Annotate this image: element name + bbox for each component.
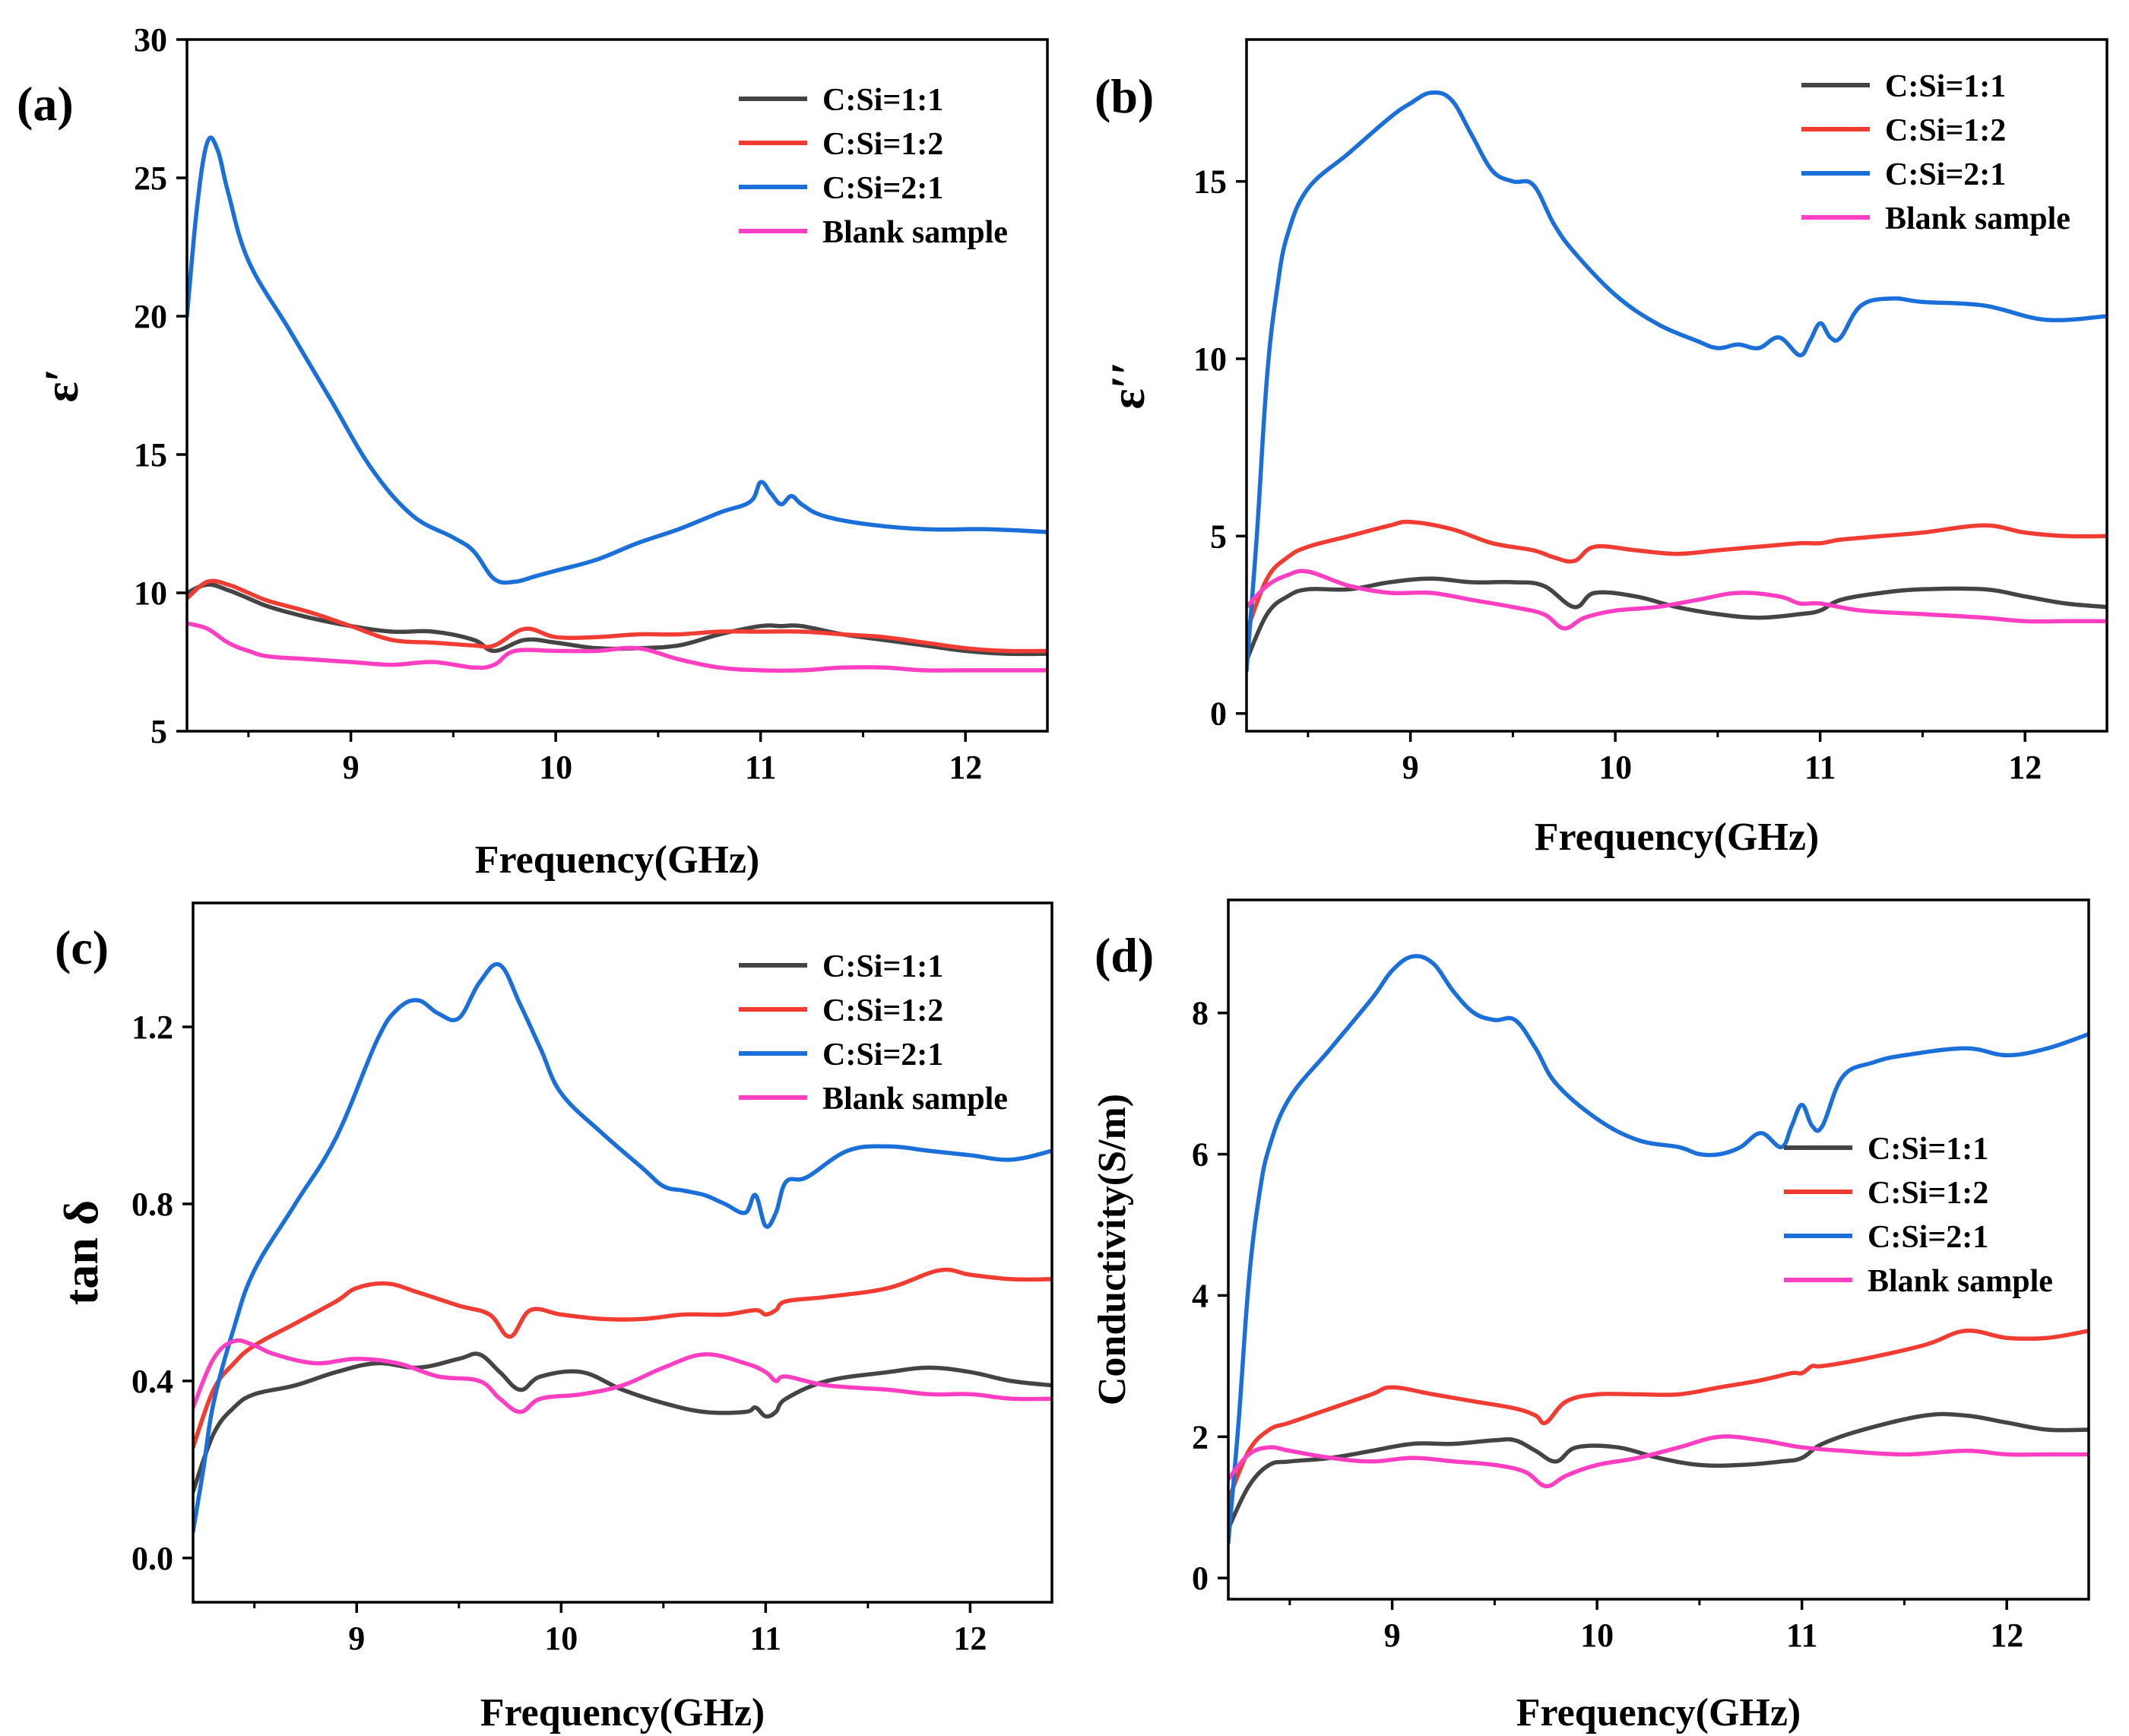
- x-tick-label: 12: [2008, 749, 2042, 786]
- legend-label: C:Si=1:1: [822, 83, 943, 118]
- series-line-1: [193, 1351, 1052, 1494]
- x-tick-label: 12: [953, 1620, 987, 1657]
- y-tick-label: 1.2: [131, 1009, 173, 1046]
- y-tick-label: 15: [134, 436, 167, 474]
- y-tick-label: 20: [134, 298, 167, 335]
- legend-label: C:Si=1:1: [1885, 69, 2006, 104]
- y-tick-label: 0: [1192, 1560, 1209, 1597]
- y-tick-label: 0.8: [131, 1186, 173, 1223]
- legend-label: C:Si=2:1: [1885, 157, 2006, 192]
- series-line-2: [187, 578, 1047, 654]
- x-axis-title: Frequency(GHz): [1535, 816, 1820, 859]
- legend-label: C:Si=2:1: [822, 171, 943, 206]
- legend-label: Blank sample: [822, 215, 1008, 250]
- legend-label: C:Si=1:1: [822, 949, 943, 984]
- panel-a: 9 10 11 12 5 10 15 20 25 30 Frequency(GHz) ε′ (a) C:S…: [17, 21, 1049, 882]
- legend-label: C:Si=1:1: [1868, 1132, 1988, 1167]
- panel-label: (d): [1095, 928, 1154, 982]
- y-tick-label: 4: [1192, 1277, 1209, 1314]
- y-axis-title: tan δ: [54, 1200, 108, 1305]
- series-line-2: [1247, 519, 2107, 635]
- y-tick-label: 25: [134, 160, 167, 197]
- y-tick-label: 2: [1192, 1418, 1209, 1456]
- y-tick-label: 30: [134, 21, 167, 59]
- series-line-3: [187, 135, 1047, 585]
- legend-label: Blank sample: [822, 1082, 1008, 1117]
- y-tick-label: 6: [1192, 1136, 1209, 1174]
- y-tick-label: 5: [150, 713, 167, 750]
- plot-frame: [1245, 38, 2108, 733]
- y-tick-label: 0.0: [131, 1540, 173, 1577]
- series-line-2: [193, 1267, 1052, 1449]
- panel-label: (c): [55, 920, 109, 974]
- panel-c: 9 10 11 12 0.0 0.4 0.8 1.2 Frequency(GHz) tan δ (c…: [54, 901, 1053, 1734]
- x-tick-label: 12: [1990, 1617, 2023, 1654]
- y-axis-title: ε′: [34, 368, 88, 402]
- series-line-4: [1247, 569, 2107, 631]
- legend-label: Blank sample: [1885, 201, 2070, 236]
- series-line-3: [1228, 954, 2089, 1545]
- legend: C:Si=1:1 C:Si=1:2 C:Si=2:1 Blank sample: [739, 83, 1008, 250]
- y-axis-title: Conductivity(S/m): [1091, 1094, 1134, 1405]
- legend: C:Si=1:1 C:Si=1:2 C:Si=2:1 Blank sample: [1784, 1132, 2053, 1299]
- series-line-1: [187, 582, 1047, 657]
- x-tick-label: 11: [1804, 749, 1836, 786]
- y-tick-label: 8: [1192, 995, 1209, 1032]
- x-tick-label: 10: [539, 749, 572, 786]
- series-line-1: [1247, 576, 2107, 663]
- legend: C:Si=1:1 C:Si=1:2 C:Si=2:1 Blank sample: [1801, 69, 2070, 236]
- x-axis-title: Frequency(GHz): [475, 838, 760, 882]
- plot-frame: [1227, 898, 2090, 1601]
- series-line-1: [1228, 1411, 2089, 1531]
- series-line-3: [1247, 90, 2107, 673]
- legend-label: C:Si=2:1: [1868, 1220, 1988, 1255]
- series-line-4: [1228, 1434, 2089, 1489]
- y-axis-title: ε′′: [1101, 361, 1155, 409]
- x-tick-label: 9: [343, 749, 360, 786]
- series-line-4: [187, 621, 1047, 673]
- series-line-3: [193, 961, 1052, 1534]
- x-tick-label: 10: [1580, 1617, 1614, 1654]
- panel-label: (b): [1095, 69, 1154, 123]
- y-tick-label: 10: [1193, 341, 1227, 378]
- legend-label: C:Si=1:2: [1885, 113, 2006, 148]
- series-line-2: [1228, 1328, 2089, 1503]
- panel-label: (a): [17, 77, 74, 131]
- x-tick-label: 11: [745, 749, 777, 786]
- x-tick-label: 12: [949, 749, 982, 786]
- series-line-4: [193, 1338, 1052, 1414]
- plot-frame: [192, 901, 1053, 1604]
- x-tick-label: 9: [1384, 1617, 1401, 1654]
- y-tick-label: 15: [1193, 163, 1227, 201]
- y-tick-label: 10: [134, 575, 167, 612]
- y-tick-label: 5: [1210, 518, 1227, 555]
- y-tick-label: 0.4: [131, 1363, 173, 1400]
- x-tick-label: 11: [1786, 1617, 1818, 1654]
- legend-label: C:Si=1:2: [822, 127, 943, 162]
- legend-label: C:Si=1:2: [822, 993, 943, 1028]
- x-tick-label: 11: [750, 1620, 782, 1657]
- x-tick-label: 9: [348, 1620, 365, 1657]
- legend: C:Si=1:1 C:Si=1:2 C:Si=2:1 Blank sample: [739, 949, 1008, 1117]
- x-tick-label: 10: [1598, 749, 1632, 786]
- legend-label: C:Si=1:2: [1868, 1176, 1988, 1211]
- legend-label: C:Si=2:1: [822, 1037, 943, 1072]
- panel-d: 9 10 11 12 0 2 4 6 8 Frequency(GHz) Conductivity(S…: [1091, 898, 2090, 1734]
- y-tick-label: 0: [1210, 695, 1227, 733]
- x-tick-label: 9: [1402, 749, 1419, 786]
- x-axis-title: Frequency(GHz): [480, 1691, 765, 1734]
- legend-label: Blank sample: [1868, 1264, 2053, 1299]
- x-tick-label: 10: [544, 1620, 578, 1657]
- x-axis-title: Frequency(GHz): [1516, 1691, 1801, 1734]
- plot-frame: [185, 38, 1049, 733]
- panel-b: 9 10 11 12 0 5 10 15 Frequency(GHz) ε′′ (b) C:Si=1:…: [1095, 38, 2108, 859]
